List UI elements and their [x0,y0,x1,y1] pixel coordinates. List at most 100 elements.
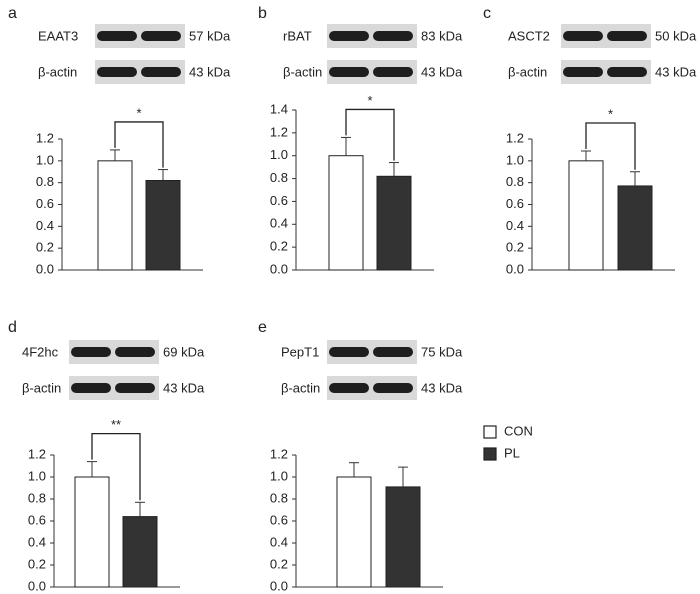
panel-label: c [483,5,491,22]
bar [617,185,653,271]
y-tick-label: 0.0 [36,261,54,276]
blot-band [115,383,155,393]
blot-protein-kda: 75 kDa [421,344,463,359]
blot-band [563,31,603,41]
blot-band [329,347,369,357]
blot-band [329,67,369,77]
significance-bracket [585,122,636,170]
blot-band [607,67,647,77]
y-tick-label: 0.6 [36,196,54,211]
y-tick-label: 1.0 [270,468,288,483]
y-tick-label: 0.6 [270,193,288,208]
blot-control-kda: 43 kDa [421,64,463,79]
y-tick-label: 0.4 [36,218,54,233]
y-tick-label: 0.4 [506,218,524,233]
y-tick-label: 0.6 [506,196,524,211]
y-tick-label: 0.8 [28,490,46,505]
y-tick-label: 1.0 [270,147,288,162]
blot-protein-kda: 69 kDa [163,344,205,359]
y-tick-label: 0.0 [270,261,288,276]
bar [376,175,412,271]
bar [336,476,372,588]
blot-control: β-actin [22,380,61,395]
blot-band [71,383,111,393]
y-tick-label: 1.4 [270,101,288,116]
blot-protein: PepT1 [281,344,319,359]
significance-bracket [345,108,395,161]
blot-protein-kda: 83 kDa [421,28,463,43]
bar [145,179,181,271]
bar [74,476,110,588]
blot-protein: 4F2hc [22,344,59,359]
y-tick-label: 0.2 [28,556,46,571]
blot-band [97,67,137,77]
bar [122,516,158,588]
legend-label: PL [504,445,520,460]
significance-label: ** [111,417,121,432]
y-tick-label: 0.8 [36,174,54,189]
y-tick-label: 0.2 [270,239,288,254]
y-tick-label: 1.2 [506,130,524,145]
y-tick-label: 0.2 [36,240,54,255]
y-tick-label: 0.2 [506,240,524,255]
y-tick-label: 0.0 [28,578,46,593]
y-tick-label: 0.8 [270,490,288,505]
blot-band [141,31,181,41]
y-tick-label: 0.4 [270,534,288,549]
blot-band [373,31,413,41]
blot-band [329,31,369,41]
y-tick-label: 0.4 [270,216,288,231]
legend-swatch [483,447,497,461]
panel-label: a [8,5,17,22]
blot-band [97,31,137,41]
significance-bracket [91,432,141,501]
y-tick-label: 1.0 [36,152,54,167]
bar [568,160,604,271]
blot-control-kda: 43 kDa [163,380,205,395]
legend-swatch [483,425,497,439]
blot-band [115,347,155,357]
legend-label: CON [504,423,533,438]
significance-label: * [367,93,372,108]
blot-protein-kda: 57 kDa [189,28,231,43]
y-tick-label: 0.6 [28,512,46,527]
blot-band [373,67,413,77]
y-tick-label: 0.0 [270,578,288,593]
y-tick-label: 0.0 [506,261,524,276]
significance-label: * [136,105,141,120]
y-tick-label: 0.8 [270,170,288,185]
y-tick-label: 0.8 [506,174,524,189]
y-tick-label: 1.2 [36,130,54,145]
y-tick-label: 0.4 [28,534,46,549]
blot-protein: ASCT2 [508,28,550,43]
blot-control-kda: 43 kDa [189,64,231,79]
y-tick-label: 1.0 [506,152,524,167]
blot-band [329,383,369,393]
bar [328,155,364,271]
blot-protein: rBAT [283,28,312,43]
blot-control: β-actin [508,64,547,79]
blot-band [373,347,413,357]
y-tick-label: 1.2 [270,124,288,139]
blot-control: β-actin [283,64,322,79]
y-tick-label: 1.2 [28,446,46,461]
y-tick-label: 1.0 [28,468,46,483]
blot-protein-kda: 50 kDa [655,28,697,43]
blot-band [563,67,603,77]
bar [97,160,133,271]
bar [385,486,421,588]
blot-band [71,347,111,357]
panel-label: b [258,5,267,22]
blot-band [373,383,413,393]
blot-band [607,31,647,41]
panel-label: d [8,319,17,336]
y-tick-label: 1.2 [270,446,288,461]
blot-control-kda: 43 kDa [421,380,463,395]
significance-bracket [114,121,164,168]
blot-control: β-actin [281,380,320,395]
blot-control: β-actin [38,64,77,79]
panel-label: e [258,319,267,336]
blot-band [141,67,181,77]
blot-protein: EAAT3 [38,28,78,43]
